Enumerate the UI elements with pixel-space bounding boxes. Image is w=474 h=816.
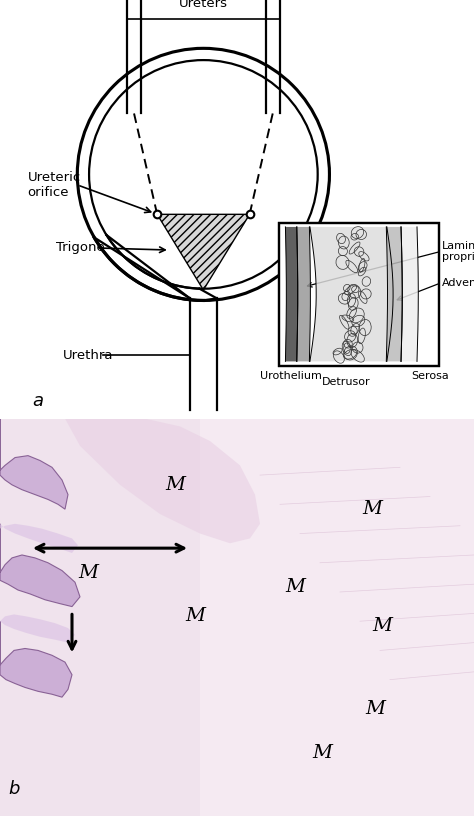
Polygon shape: [65, 419, 260, 543]
Text: Adventitia: Adventitia: [442, 277, 474, 288]
Text: Urethra: Urethra: [63, 348, 113, 361]
Text: Lamina
propria: Lamina propria: [442, 241, 474, 262]
Text: M: M: [372, 617, 392, 635]
Text: M: M: [362, 500, 382, 518]
Text: Urothelium: Urothelium: [260, 370, 322, 380]
Polygon shape: [0, 419, 68, 509]
Text: Trigone: Trigone: [56, 242, 105, 255]
Text: M: M: [285, 578, 305, 596]
Polygon shape: [0, 621, 72, 697]
Text: Ureters: Ureters: [179, 0, 228, 10]
Text: M: M: [312, 743, 332, 761]
Polygon shape: [157, 215, 250, 290]
Polygon shape: [0, 475, 78, 553]
Text: M: M: [165, 476, 185, 494]
Text: M: M: [365, 700, 385, 718]
Text: b: b: [8, 780, 19, 799]
Bar: [279, 223, 439, 366]
Polygon shape: [0, 580, 75, 643]
Text: Detrusor: Detrusor: [322, 377, 371, 388]
Polygon shape: [0, 524, 80, 606]
Text: M: M: [78, 564, 98, 582]
Bar: [279, 223, 439, 366]
Text: M: M: [185, 607, 205, 625]
Text: a: a: [32, 392, 43, 410]
Text: Serosa: Serosa: [411, 370, 449, 380]
Text: Ureteric
orifice: Ureteric orifice: [27, 171, 81, 199]
Bar: [200, 419, 474, 816]
